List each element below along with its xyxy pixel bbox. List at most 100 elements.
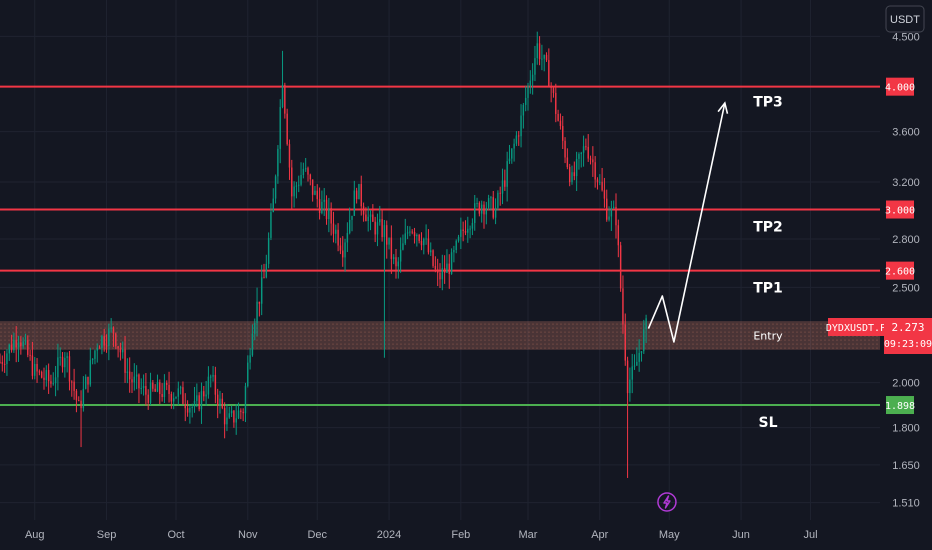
candle-body	[22, 341, 24, 347]
candle-body	[207, 376, 210, 395]
level-label-tp2: TP2	[753, 220, 783, 236]
candle-body	[534, 58, 536, 75]
candle-body	[369, 214, 372, 217]
candle-body	[242, 411, 244, 414]
candle-body	[562, 125, 564, 141]
candle-body	[145, 386, 147, 395]
candle-body	[573, 172, 576, 177]
candle-body	[223, 407, 226, 425]
candle-body	[135, 374, 138, 377]
candle-body	[43, 377, 45, 381]
candle-body	[448, 263, 450, 274]
time-axis[interactable]: Aug Sep Oct Nov Dec 2024 Feb Mar Apr May Jun Jul	[25, 529, 818, 541]
candle-body	[522, 104, 525, 116]
y-tick-label-2: 3.200	[892, 177, 920, 189]
candle-body	[244, 386, 247, 414]
candle-body	[265, 263, 268, 278]
candle-body	[353, 190, 356, 216]
candle-body	[237, 410, 240, 419]
candle-body	[328, 208, 330, 219]
quote-currency-label: USDT	[890, 14, 920, 26]
candle-body	[524, 97, 527, 105]
candle-body	[68, 356, 71, 382]
x-tick-label-10: Jun	[732, 529, 750, 541]
candle-body	[471, 222, 474, 229]
y-tick-label-6: 1.800	[892, 423, 920, 435]
candle-body	[402, 243, 404, 250]
candle-body	[367, 216, 369, 222]
candle-body	[513, 143, 515, 149]
event-marker[interactable]	[657, 492, 677, 512]
candle-body	[365, 214, 367, 222]
candle-body	[418, 234, 420, 241]
level-label-tp3: TP3	[753, 95, 783, 111]
candle-body	[453, 250, 455, 253]
candle-body	[351, 215, 353, 220]
candle-body	[578, 154, 580, 159]
candle-body	[161, 393, 163, 398]
price-badge-label-sl: 1.898	[885, 401, 915, 412]
candle-body	[330, 208, 332, 224]
x-tick-label-7: Mar	[519, 529, 538, 541]
price-badge-sl	[886, 396, 914, 415]
candle-body	[541, 58, 543, 60]
candle-body	[263, 277, 265, 279]
candle-body	[518, 135, 520, 137]
candle-body	[571, 172, 573, 183]
candle-body	[592, 159, 594, 163]
candle-body	[316, 190, 318, 200]
candle-body	[279, 107, 281, 149]
candle-body	[293, 186, 295, 197]
candle-body	[379, 219, 381, 223]
candle-body	[96, 347, 98, 351]
candle-body	[80, 400, 82, 409]
candle-body	[497, 192, 499, 208]
x-tick-label-11: Jul	[803, 529, 817, 541]
candle-body	[636, 361, 638, 366]
candle-body	[492, 197, 494, 218]
candle-body	[272, 198, 274, 213]
candle-body	[501, 180, 504, 194]
candle-body	[552, 87, 555, 93]
candle-body	[504, 180, 506, 187]
candle-body	[240, 410, 242, 412]
candle-body	[455, 240, 457, 251]
candle-body	[585, 146, 587, 148]
candle-body	[302, 168, 305, 176]
candle-body	[413, 232, 416, 237]
candle-body	[483, 204, 485, 215]
candle-body	[348, 219, 351, 233]
candle-body	[587, 146, 589, 159]
candle-body	[339, 245, 342, 251]
candle-body	[615, 206, 617, 226]
quote-currency-button[interactable]: USDT	[885, 5, 925, 33]
candle-body	[399, 249, 402, 262]
candle-body	[559, 120, 562, 126]
candle-body	[230, 410, 233, 414]
candle-body	[467, 228, 469, 233]
candle-body	[8, 344, 10, 354]
candle-body	[1, 362, 4, 364]
candle-body	[29, 354, 31, 356]
candle-body	[450, 252, 453, 274]
candle-body	[172, 398, 175, 402]
candle-body	[200, 391, 203, 410]
candle-body	[626, 360, 629, 394]
candle-body	[527, 85, 529, 98]
price-axis[interactable]: 4.500 3.600 3.200 2.800 2.500 2.000 1.800 1.650…	[885, 31, 920, 509]
candle-body	[228, 413, 230, 418]
candle-body	[374, 221, 376, 235]
candle-body	[490, 197, 492, 199]
candle-body	[189, 407, 191, 413]
entry-label: Entry	[753, 329, 783, 342]
candle-body	[235, 418, 237, 423]
candle-body	[566, 157, 569, 168]
candle-body	[140, 388, 142, 390]
price-badge-tp2	[886, 200, 914, 219]
candle-body	[589, 158, 592, 160]
candle-body	[142, 386, 145, 389]
candle-body	[494, 207, 497, 218]
candle-body	[17, 342, 20, 348]
projection-arrowhead	[717, 101, 729, 114]
